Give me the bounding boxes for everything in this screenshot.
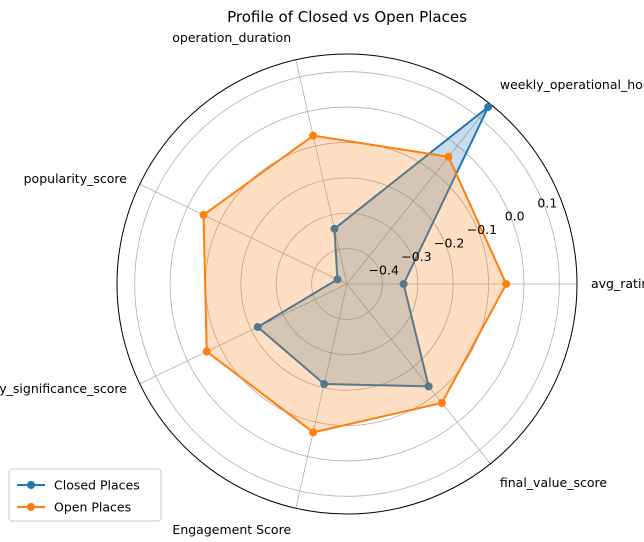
series-1-point-6 bbox=[437, 398, 446, 407]
series-0-point-1 bbox=[484, 102, 493, 111]
axis-label-0: avg_rating bbox=[591, 276, 644, 291]
series-1-point-2 bbox=[309, 131, 318, 140]
series-1-point-3 bbox=[199, 210, 208, 219]
series-0-point-0 bbox=[399, 280, 408, 288]
spoke-4 bbox=[139, 283, 348, 385]
series-fill-1 bbox=[203, 135, 507, 433]
spoke-3 bbox=[139, 183, 348, 285]
r-tick-label-2: −0.2 bbox=[434, 236, 464, 251]
series-1-point-0 bbox=[502, 280, 511, 288]
r-tick-label-5: 0.1 bbox=[537, 195, 557, 210]
legend-label-1: Open Places bbox=[54, 500, 131, 515]
series-0-point-5 bbox=[320, 380, 329, 389]
series-layer bbox=[199, 102, 511, 437]
series-0-point-4 bbox=[253, 322, 262, 331]
series-1-point-1 bbox=[444, 152, 453, 161]
r-tick-label-3: −0.1 bbox=[467, 222, 497, 237]
axis-label-6: final_value_score bbox=[500, 475, 607, 490]
legend-marker-0 bbox=[27, 481, 35, 489]
series-line-0 bbox=[256, 105, 490, 388]
spoke-6 bbox=[346, 283, 491, 465]
r-tick-label-0: −0.4 bbox=[369, 263, 399, 278]
spoke-5 bbox=[295, 283, 348, 509]
axis-label-5: Engagement Score bbox=[172, 522, 291, 537]
legend-frame bbox=[8, 468, 162, 522]
spoke-2 bbox=[295, 59, 348, 285]
series-0-point-3 bbox=[333, 275, 342, 284]
legend-marker-1 bbox=[27, 503, 35, 511]
outer-ring bbox=[116, 53, 578, 515]
axis-label-3: popularity_score bbox=[24, 171, 128, 186]
axis-label-2: operation_duration bbox=[172, 30, 291, 45]
axis-label-1: weekly_operational_hours bbox=[500, 77, 644, 92]
r-tick-label-1: −0.3 bbox=[401, 249, 431, 264]
series-0-point-2 bbox=[330, 224, 339, 233]
series-1-point-4 bbox=[202, 347, 211, 356]
series-0-point-6 bbox=[424, 382, 433, 391]
series-line-1 bbox=[202, 134, 508, 434]
r-tick-label-4: 0.0 bbox=[505, 209, 525, 224]
label-layer: −0.4−0.3−0.2−0.1 0.0 0.1 avg_rating weekly_o… bbox=[0, 30, 644, 537]
legend: Closed Places Open Places bbox=[8, 468, 162, 522]
series-fill-0 bbox=[257, 106, 489, 387]
legend-label-0: Closed Places bbox=[54, 478, 140, 493]
spoke-1 bbox=[346, 103, 491, 285]
chart-title: Profile of Closed vs Open Places bbox=[227, 8, 467, 26]
axis-label-4: community_significance_score bbox=[0, 381, 127, 396]
series-1-point-5 bbox=[309, 428, 318, 437]
